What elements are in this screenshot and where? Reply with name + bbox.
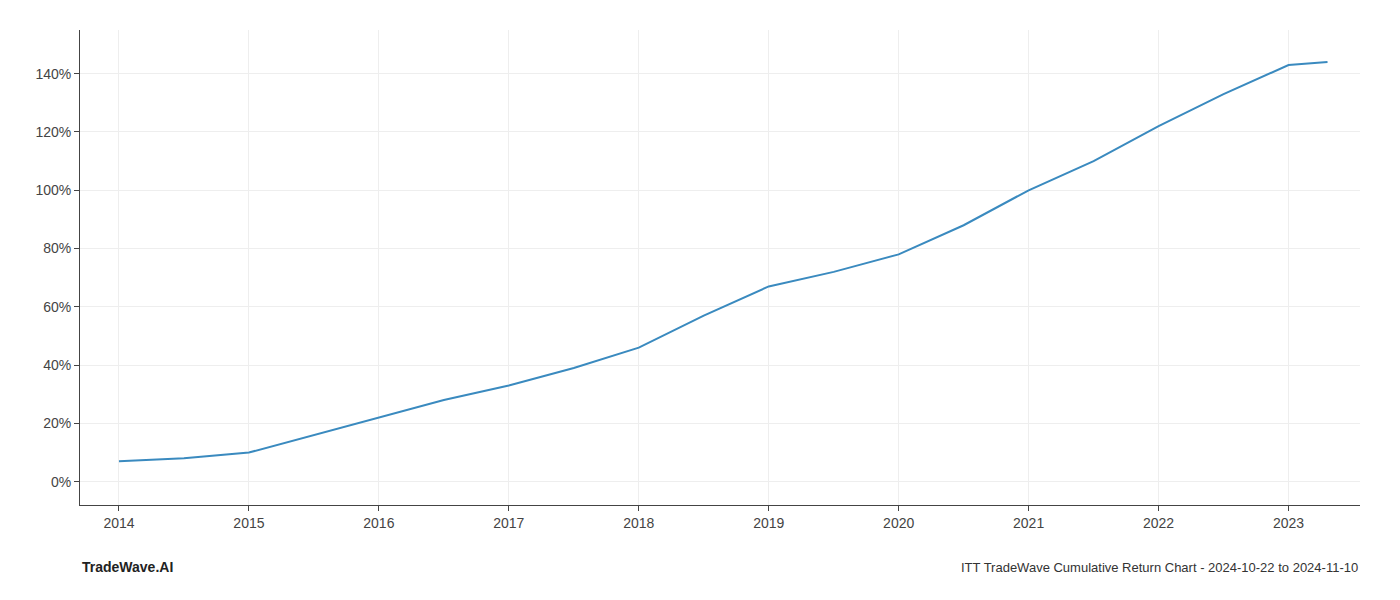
svg-text:120%: 120% <box>35 124 71 140</box>
svg-text:TradeWave.AI: TradeWave.AI <box>82 559 173 575</box>
svg-text:40%: 40% <box>43 357 71 373</box>
svg-text:2021: 2021 <box>1013 515 1044 531</box>
svg-text:2023: 2023 <box>1273 515 1304 531</box>
svg-text:2018: 2018 <box>623 515 654 531</box>
svg-text:2020: 2020 <box>883 515 914 531</box>
svg-text:2017: 2017 <box>493 515 524 531</box>
svg-text:60%: 60% <box>43 299 71 315</box>
svg-text:2016: 2016 <box>363 515 394 531</box>
svg-text:100%: 100% <box>35 182 71 198</box>
svg-text:0%: 0% <box>51 474 71 490</box>
svg-text:ITT TradeWave Cumulative Retur: ITT TradeWave Cumulative Return Chart - … <box>961 560 1358 575</box>
svg-text:140%: 140% <box>35 66 71 82</box>
svg-text:80%: 80% <box>43 240 71 256</box>
svg-text:2022: 2022 <box>1143 515 1174 531</box>
svg-text:2019: 2019 <box>753 515 784 531</box>
svg-text:2015: 2015 <box>233 515 264 531</box>
svg-text:20%: 20% <box>43 415 71 431</box>
svg-text:2014: 2014 <box>103 515 134 531</box>
